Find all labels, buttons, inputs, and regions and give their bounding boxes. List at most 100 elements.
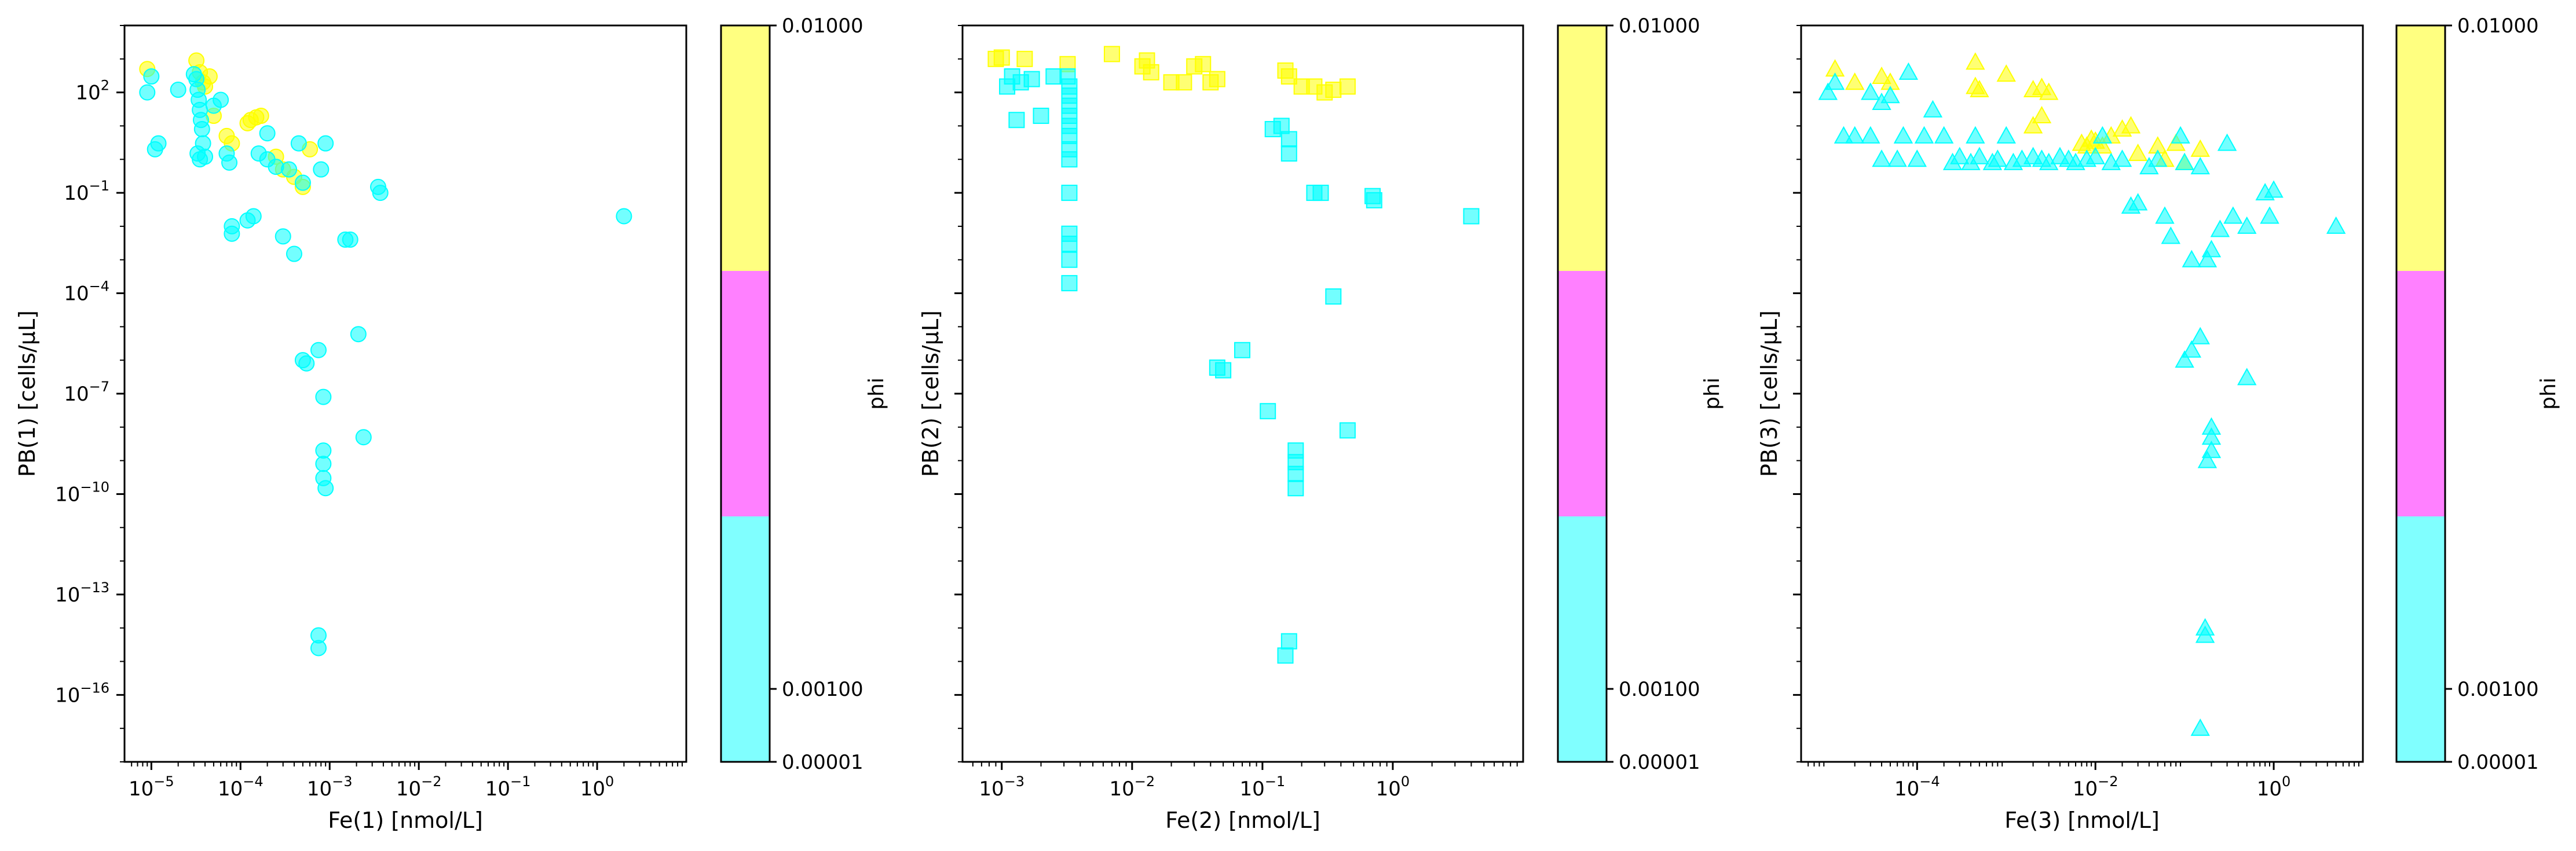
- data-point-low: [1996, 126, 2016, 144]
- scatter-plot-3: 10−4 10−2 100: [1793, 25, 2359, 801]
- data-point-low: [2148, 149, 2168, 167]
- data-point-low: [1339, 422, 1356, 439]
- data-point-low: [310, 342, 327, 358]
- x-tick-label: 10−2: [2073, 773, 2118, 801]
- colorbar-1-label: phi: [865, 377, 888, 410]
- y-tick-label: 10−4: [64, 278, 109, 306]
- data-point-low: [294, 174, 311, 191]
- data-point-high: [1176, 74, 1192, 91]
- colorbar-2-segment-mid: [1558, 271, 1607, 516]
- y-tick-label: 10−13: [55, 579, 109, 607]
- colorbar-1-tick-top: 0.01000: [782, 14, 863, 38]
- data-point-low: [1280, 145, 1297, 162]
- y-tick-label: 10−7: [64, 379, 109, 406]
- x-tick-label: 100: [2257, 773, 2291, 801]
- data-point-high: [2121, 116, 2141, 134]
- data-point-low: [2326, 216, 2346, 234]
- y-axis-label-1: PB(1) [cells/μL]: [14, 310, 40, 477]
- data-point-high: [1016, 50, 1033, 67]
- data-point-low: [1907, 149, 1927, 167]
- data-point-high: [2092, 136, 2113, 154]
- data-point-low: [1312, 185, 1329, 201]
- data-point-low: [2264, 180, 2284, 198]
- colorbar-2-tick-top: 0.01000: [1619, 14, 1700, 38]
- plot-frame-3: [1800, 24, 2364, 763]
- data-point-low: [193, 121, 210, 138]
- data-point-low: [2092, 126, 2113, 144]
- data-point-low: [1209, 360, 1225, 376]
- data-point-low: [317, 480, 334, 497]
- data-point-low: [1277, 647, 1294, 664]
- data-point-low: [1280, 131, 1297, 148]
- data-point-low: [1273, 118, 1290, 134]
- colorbar-1-tick-mid: 0.00100: [782, 678, 863, 701]
- panel-3: 10−4 10−2 100 Fe(3) [nmol/L] PB(3) [cells/…: [1757, 24, 2364, 833]
- data-point-low: [1061, 127, 1078, 144]
- data-point-low: [1818, 82, 1838, 100]
- data-point-low: [2182, 250, 2202, 267]
- data-point-low: [2197, 450, 2218, 468]
- data-point-low: [342, 231, 358, 248]
- data-point-low: [1872, 149, 1891, 167]
- data-point-high: [1325, 82, 1342, 98]
- data-point-low: [221, 154, 238, 171]
- colorbar-3-tick-mid: 0.00100: [2457, 678, 2539, 701]
- x-axis-label-3: Fe(3) [nmol/L]: [2004, 808, 2160, 833]
- colorbar-2-label: phi: [1700, 377, 1724, 410]
- data-point-low: [2210, 219, 2230, 237]
- data-point-high: [2032, 105, 2052, 124]
- data-point-high: [1872, 66, 1891, 85]
- colorbar-3-segment-high: [2396, 25, 2445, 271]
- data-point-low: [315, 456, 332, 472]
- data-point-low: [2190, 718, 2210, 736]
- data-point-high: [1103, 46, 1120, 63]
- data-point-low: [2190, 327, 2210, 344]
- data-point-low: [1825, 72, 1845, 90]
- data-point-low: [2171, 126, 2190, 144]
- plot-frame-1: [123, 24, 687, 763]
- data-point-low: [2112, 149, 2132, 167]
- data-point-low: [1887, 149, 1907, 167]
- x-tick-label: 100: [580, 773, 614, 801]
- colorbar-3-label: phi: [2537, 377, 2560, 410]
- colorbar-1-segment-low: [721, 516, 770, 762]
- data-point-low: [139, 84, 156, 101]
- data-point-high: [2128, 144, 2148, 162]
- x-tick-label: 10−5: [129, 773, 174, 801]
- colorbar-3-segment-low: [2396, 516, 2445, 762]
- data-point-low: [2161, 226, 2180, 244]
- data-point-low: [1023, 71, 1040, 87]
- colorbar-3-tick-bottom: 0.00001: [2457, 751, 2539, 774]
- data-point-low: [286, 245, 302, 262]
- colorbar-2-tick-mid: 0.00100: [1619, 678, 1700, 701]
- data-point-low: [1061, 236, 1078, 252]
- data-point-low: [1045, 68, 1062, 85]
- data-point-low: [2237, 216, 2257, 234]
- data-point-low: [268, 159, 284, 175]
- data-point-low: [1923, 100, 1943, 118]
- data-point-low: [1008, 112, 1025, 129]
- data-point-low: [2190, 157, 2210, 175]
- data-point-low: [1970, 146, 1989, 164]
- data-point-low: [1280, 633, 1297, 650]
- plot-frame-2: [961, 24, 1524, 763]
- data-point-low: [1033, 108, 1049, 124]
- data-point-low: [313, 161, 330, 178]
- data-point-low: [1287, 480, 1304, 497]
- data-point-low: [317, 135, 334, 152]
- y-tick-label: 102: [75, 78, 109, 105]
- colorbar-2-segment-low: [1558, 516, 1607, 762]
- data-point-low: [259, 125, 276, 142]
- x-axis-label-2: Fe(2) [nmol/L]: [1165, 808, 1320, 833]
- data-point-low: [1287, 465, 1304, 482]
- data-point-low: [1966, 126, 1985, 144]
- data-point-low: [197, 148, 214, 165]
- data-point-low: [245, 208, 262, 225]
- data-point-low: [2260, 206, 2279, 224]
- colorbar-3-segment-mid: [2396, 271, 2445, 516]
- data-point-low: [1934, 126, 1954, 144]
- scatter-plot-2: 10−3 10−2 10−1 100: [954, 25, 1518, 801]
- x-axis-label-1: Fe(1) [nmol/L]: [328, 808, 483, 833]
- y-axis-label-3: PB(3) [cells/μL]: [1757, 310, 1782, 477]
